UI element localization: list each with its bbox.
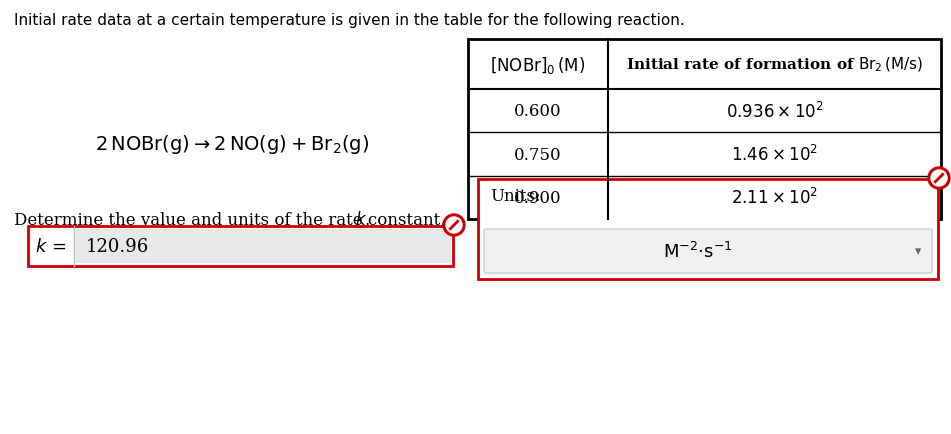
Text: ▾: ▾ bbox=[915, 245, 922, 258]
Text: $k$.: $k$. bbox=[355, 210, 370, 228]
Text: $k\,=$: $k\,=$ bbox=[35, 237, 67, 256]
Text: 0.900: 0.900 bbox=[514, 189, 562, 206]
Text: 0.750: 0.750 bbox=[514, 146, 562, 163]
FancyBboxPatch shape bbox=[484, 230, 932, 273]
Bar bbox=[76, 230, 451, 263]
Text: $2\,\mathrm{NOBr(g)} \rightarrow 2\,\mathrm{NO(g)} + \mathrm{Br_2(g)}$: $2\,\mathrm{NOBr(g)} \rightarrow 2\,\mat… bbox=[95, 133, 369, 156]
Circle shape bbox=[446, 217, 462, 233]
Text: Units:: Units: bbox=[490, 187, 540, 204]
Bar bbox=[28, 227, 453, 266]
Text: 0.600: 0.600 bbox=[514, 103, 562, 120]
Text: $2.11 \times 10^2$: $2.11 \times 10^2$ bbox=[731, 188, 818, 208]
Circle shape bbox=[928, 168, 950, 190]
Circle shape bbox=[931, 171, 947, 187]
Text: 120.96: 120.96 bbox=[86, 237, 149, 256]
Text: Initial rate data at a certain temperature is given in the table for the followi: Initial rate data at a certain temperatu… bbox=[14, 13, 685, 28]
Text: $[\mathrm{NOBr}]_0\,(\mathrm{M})$: $[\mathrm{NOBr}]_0\,(\mathrm{M})$ bbox=[491, 54, 586, 76]
Text: Initial rate of formation of $\mathrm{Br_2}\,(\mathrm{M/s})$: Initial rate of formation of $\mathrm{Br… bbox=[626, 56, 923, 74]
Text: $\mathrm{M^{-2}{\cdot}s^{-1}}$: $\mathrm{M^{-2}{\cdot}s^{-1}}$ bbox=[663, 241, 732, 261]
Bar bbox=[468, 40, 941, 220]
Text: $1.46 \times 10^2$: $1.46 \times 10^2$ bbox=[731, 145, 818, 164]
Bar bbox=[478, 180, 938, 279]
Circle shape bbox=[443, 214, 465, 237]
Text: $0.936 \times 10^2$: $0.936 \times 10^2$ bbox=[726, 102, 824, 122]
Text: Determine the value and units of the rate constant,: Determine the value and units of the rat… bbox=[14, 211, 451, 228]
